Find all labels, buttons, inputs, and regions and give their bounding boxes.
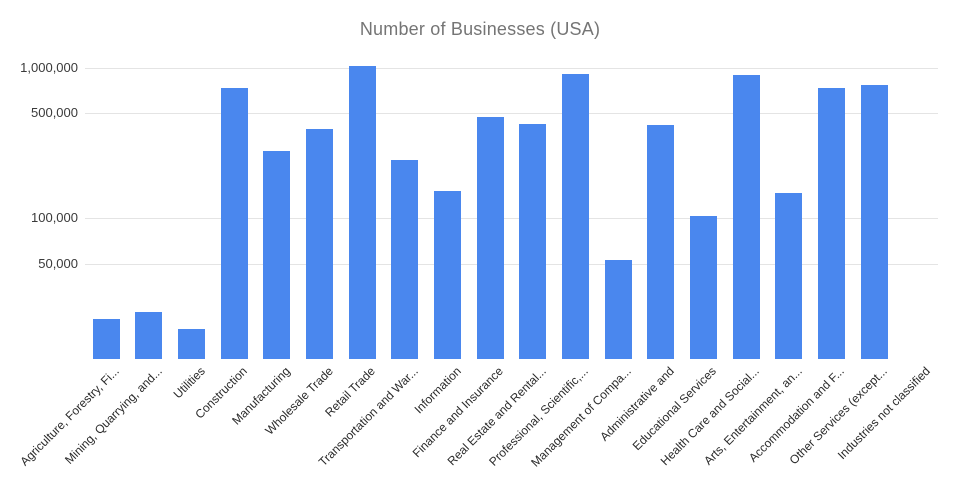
bar-18: [817, 88, 845, 359]
plot-area: [85, 55, 938, 359]
bar-9: [434, 190, 462, 359]
y-axis-tick-label: 1,000,000: [20, 60, 78, 76]
bar-2: [135, 311, 163, 359]
bar-16: [732, 74, 760, 359]
y-axis-tick-label: 50,000: [38, 255, 78, 271]
y-axis-tick-label: 100,000: [31, 210, 78, 226]
gridline: [85, 68, 938, 70]
bar-14: [647, 124, 675, 359]
bar-17: [775, 193, 803, 359]
bar-12: [561, 73, 589, 359]
bar-11: [519, 123, 547, 359]
bar-3: [178, 328, 206, 359]
bar-8: [391, 159, 419, 359]
bar-19: [860, 84, 888, 359]
bar-10: [476, 117, 504, 359]
chart-title: Number of Businesses (USA): [359, 19, 601, 39]
gridline: [85, 263, 938, 265]
bar-4: [220, 87, 248, 359]
y-axis-tick-label: 500,000: [31, 105, 78, 121]
bar-6: [306, 128, 334, 359]
bar-5: [263, 151, 291, 359]
gridline: [85, 113, 938, 115]
bar-1: [92, 318, 120, 359]
bar-7: [348, 65, 376, 359]
bar-15: [689, 215, 717, 359]
bar-13: [604, 259, 632, 359]
gridline: [85, 218, 938, 220]
